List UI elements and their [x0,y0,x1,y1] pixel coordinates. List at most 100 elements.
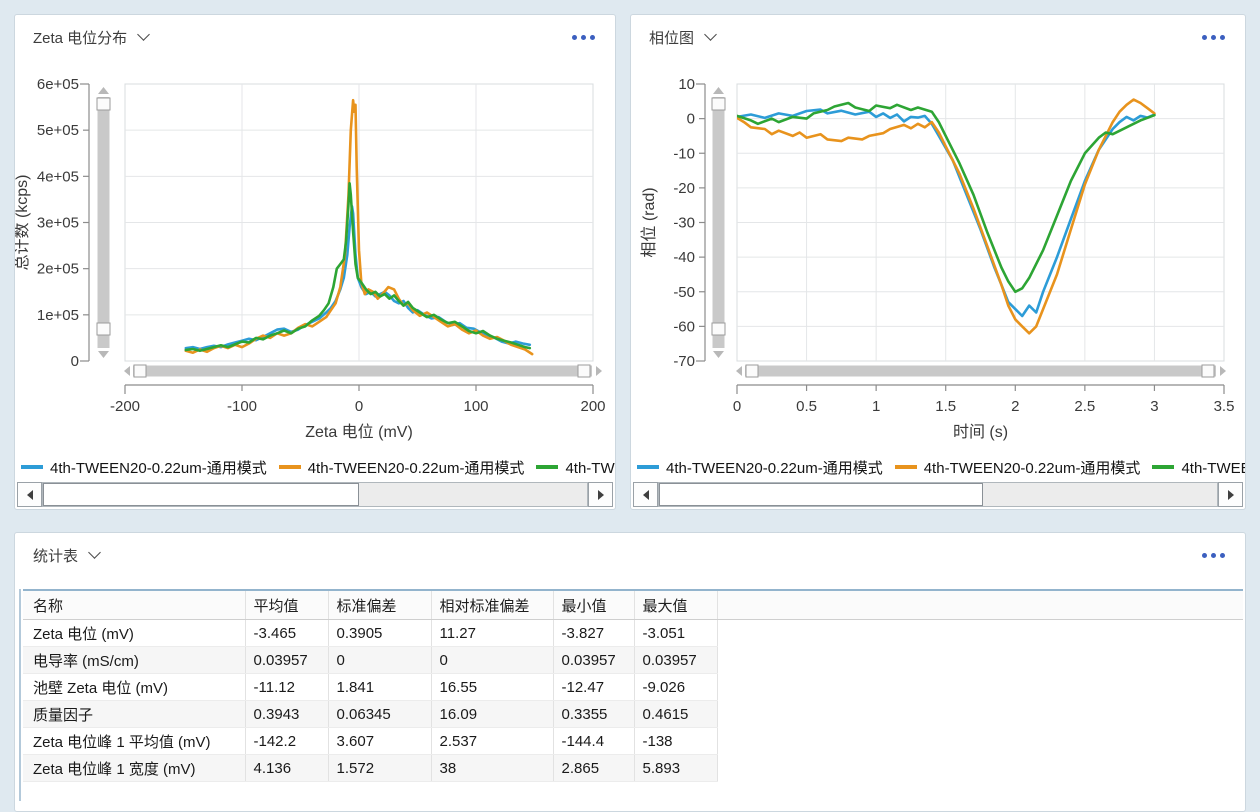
row-value-cell: 0.3943 [245,700,329,728]
row-value-cell: 16.09 [431,700,554,728]
col-header: 名称 [23,590,246,620]
phase-panel-hscrollbar[interactable] [633,482,1243,507]
svg-text:100: 100 [463,398,488,415]
legend-label: 4th-TWEEN20-0.22um-通用模式 [307,459,525,477]
svg-text:-30: -30 [673,215,695,232]
svg-text:200: 200 [580,398,605,415]
legend-swatch-icon [278,465,301,469]
svg-text:1e+05: 1e+05 [37,307,79,324]
svg-text:-100: -100 [227,398,257,415]
col-header: 平均值 [245,590,329,620]
legend-item[interactable]: 4th-TWEEN20-0.22um-通用模式 [21,457,267,478]
svg-text:3e+05: 3e+05 [37,215,79,232]
svg-text:0: 0 [355,398,363,415]
scroll-right-button[interactable] [1218,482,1243,507]
zeta-panel-hscrollbar[interactable] [17,482,613,507]
panel-phase-title-dropdown[interactable]: 相位图 [649,27,717,48]
stats-table: 名称 平均值 标准偏差 相对标准偏差 最小值 最大值 Zeta 电位 (mV) -3.465… [23,589,1243,782]
table-left-rule [19,589,21,801]
panel-zeta-distribution: Zeta 电位分布 0 1e+05 2e+05 3e+05 4e+05 5e+05 6e+0… [14,14,616,510]
row-value-cell: 4.136 [245,754,329,782]
hscroll-right-arrow [596,366,602,376]
legend-label: 4th-TWEEN20-0.22um-通用模式 [565,459,615,477]
row-value-cell: 11.27 [431,619,554,647]
row-name-cell: 电导率 (mS/cm) [23,646,246,674]
hscroll-grip-left [133,364,147,378]
row-value-cell: 1.841 [328,673,432,701]
legend-label: 4th-TWEEN20-0.22um-通用模式 [1181,459,1245,477]
panel-phase-title: 相位图 [649,29,695,47]
hscroll-grip-right [1201,364,1215,378]
legend-label: 4th-TWEEN20-0.22um-通用模式 [666,459,883,477]
row-value-cell: 2.537 [431,727,554,755]
row-filler-cell [717,701,1243,728]
zeta-chart[interactable]: 0 1e+05 2e+05 3e+05 4e+05 5e+05 6e+05 -200 -100 0… [15,59,615,456]
svg-text:2.5: 2.5 [1074,398,1095,415]
svg-text:3.5: 3.5 [1214,398,1235,415]
row-name-cell: Zeta 电位峰 1 宽度 (mV) [23,754,246,782]
table-row[interactable]: 电导率 (mS/cm) 0.03957 0 0 0.03957 0.03957 [23,646,1243,674]
svg-text:0: 0 [687,111,695,128]
row-name-cell: Zeta 电位 (mV) [23,619,246,647]
scroll-track[interactable] [42,482,588,507]
col-header-filler [717,590,1243,620]
svg-text:0: 0 [71,353,79,370]
vscroll-down-arrow [713,351,724,358]
hscroll-bar [745,365,1216,377]
legend-item[interactable]: 4th-TWEEN20-0.22um-通用模式 [894,457,1140,478]
vscroll-bar [712,97,725,348]
row-value-cell: 0 [431,646,554,674]
scroll-left-button[interactable] [633,482,658,507]
legend-swatch-icon [1152,465,1175,469]
scroll-left-button[interactable] [17,482,42,507]
row-name-cell: Zeta 电位峰 1 平均值 (mV) [23,727,246,755]
series-line-2 [737,101,1156,294]
legend-item[interactable]: 4th-TWEEN20-0.22um-通用模式 [278,457,525,478]
svg-text:相位 (rad): 相位 (rad) [640,187,658,257]
svg-text:10: 10 [678,76,695,93]
col-header: 标准偏差 [328,590,432,620]
svg-text:4e+05: 4e+05 [37,168,79,185]
row-value-cell: -3.827 [553,619,635,647]
svg-text:-20: -20 [673,180,695,197]
row-value-cell: -3.465 [245,619,329,647]
panel-stats-title-dropdown[interactable]: 统计表 [33,545,101,566]
row-filler-cell [717,620,1243,647]
legend-item[interactable]: 4th-TWEEN20-0.22um-通用模式 [1152,457,1245,478]
phase-chart[interactable]: 10 0 -10 -20 -30 -40 -50 -60 -70 0 0.5 1 1.5 2 2.5 3 3.5… [631,59,1245,456]
scroll-right-button[interactable] [588,482,613,507]
table-row[interactable]: Zeta 电位峰 1 宽度 (mV) 4.136 1.572 38 2.865 5.893 [23,754,1243,782]
panel-zeta-menu-button[interactable] [570,31,597,44]
panel-phase-plot: 相位图 10 0 -10 -20 -30 -40 -50 -60 -70 0 0.5 1 1.5 2 2.5… [630,14,1246,510]
legend-item[interactable]: 4th-TWEEN20-0.22um-通用模式 [536,457,615,478]
row-value-cell: 16.55 [431,673,554,701]
panel-stats-menu-button[interactable] [1200,549,1227,562]
chevron-down-icon [704,28,717,41]
col-header: 最大值 [634,590,718,620]
svg-text:1: 1 [872,398,880,415]
arrow-left-icon [642,489,649,500]
scroll-thumb[interactable] [659,483,983,506]
row-filler-cell [717,647,1243,674]
row-name-cell: 质量因子 [23,700,246,728]
panel-zeta-title-dropdown[interactable]: Zeta 电位分布 [33,27,151,48]
table-row[interactable]: Zeta 电位峰 1 平均值 (mV) -142.2 3.607 2.537 -144.… [23,727,1243,755]
chevron-down-icon [88,546,101,559]
hscroll-left-arrow [736,366,742,376]
row-value-cell: 3.607 [328,727,432,755]
panel-zeta-header: Zeta 电位分布 [15,15,615,59]
row-value-cell: 1.572 [328,754,432,782]
table-row[interactable]: Zeta 电位 (mV) -3.465 0.3905 11.27 -3.827 -3.05… [23,619,1243,647]
vscroll-up-arrow [98,87,109,94]
svg-text:0.5: 0.5 [796,398,817,415]
vscroll-grip-bottom [711,322,726,336]
scroll-track[interactable] [658,482,1218,507]
scroll-thumb[interactable] [43,483,359,506]
legend-swatch-icon [536,465,559,469]
legend-item[interactable]: 4th-TWEEN20-0.22um-通用模式 [637,457,883,478]
vscroll-down-arrow [98,351,109,358]
table-row[interactable]: 池壁 Zeta 电位 (mV) -11.12 1.841 16.55 -12.47 -9.… [23,673,1243,701]
table-row[interactable]: 质量因子 0.3943 0.06345 16.09 0.3355 0.4615 [23,700,1243,728]
panel-phase-menu-button[interactable] [1200,31,1227,44]
svg-text:-70: -70 [673,353,695,370]
